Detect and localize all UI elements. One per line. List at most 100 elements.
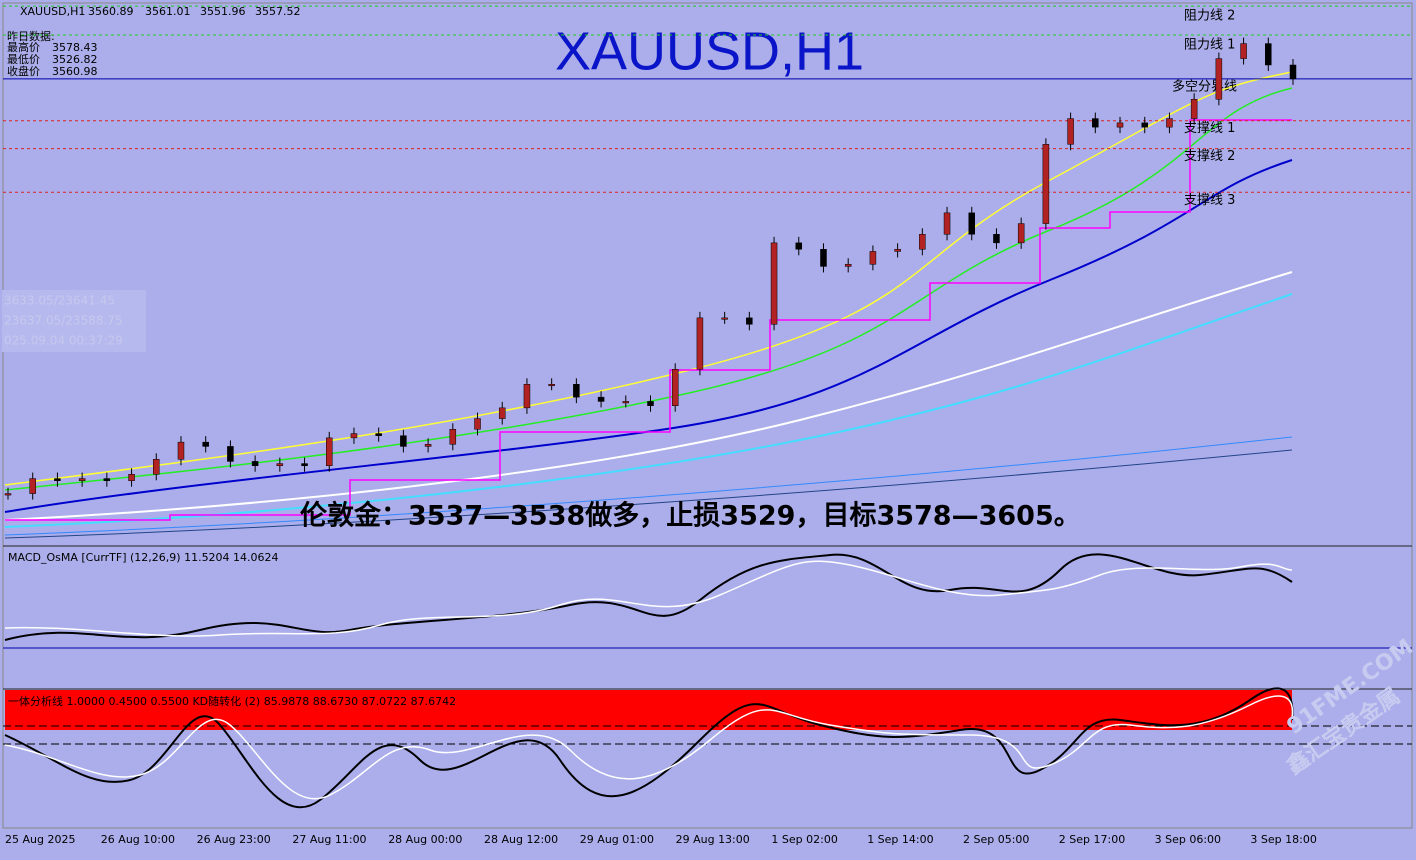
candle	[251, 461, 259, 466]
candle	[1067, 118, 1074, 145]
candle	[1042, 144, 1050, 224]
x-tick-label: 26 Aug 10:00	[101, 833, 175, 846]
candle	[1215, 58, 1223, 100]
moving-average	[4, 87, 1293, 491]
ohlc: 3557.52	[255, 5, 301, 18]
moving-average	[4, 159, 1293, 513]
candle	[1017, 223, 1025, 244]
crosshair-text: 025.09.04 00:37:29	[4, 334, 123, 348]
crosshair-text: 23637.05/23588.75	[4, 314, 123, 328]
crosshair-box	[2, 290, 146, 352]
level-label: 支撑线 1	[1184, 121, 1235, 136]
kd-signal	[4, 695, 1294, 800]
candle	[844, 264, 852, 267]
x-tick-label: 28 Aug 00:00	[388, 833, 462, 846]
candle	[696, 317, 704, 370]
candle	[375, 433, 382, 436]
candle	[1265, 43, 1272, 66]
symbol: XAUUSD,H1	[20, 5, 85, 18]
candle	[1190, 99, 1198, 119]
candle	[968, 212, 975, 235]
candle	[153, 459, 160, 475]
moving-average	[4, 271, 1293, 521]
candle	[1116, 122, 1124, 128]
candle	[29, 478, 36, 494]
moving-average	[4, 71, 1293, 486]
candle	[400, 435, 407, 447]
candle	[1166, 118, 1173, 128]
x-tick-label: 2 Sep 05:00	[963, 833, 1029, 846]
trend-line	[5, 119, 1292, 521]
candle	[1141, 122, 1148, 128]
candle	[795, 242, 803, 250]
candle	[993, 234, 1000, 244]
moving-average	[4, 293, 1293, 528]
candle	[128, 474, 135, 481]
candle	[869, 251, 877, 265]
crosshair-text: 3633.05/23641.45	[4, 294, 115, 308]
kd-header: 一体分析线 1.0000 0.4500 0.5500 KD随转化 (2) 85.…	[8, 694, 456, 708]
candle	[498, 407, 506, 419]
prev-value: 3560.98	[52, 65, 98, 78]
x-tick-label: 28 Aug 12:00	[484, 833, 558, 846]
candle	[326, 437, 333, 466]
candle	[227, 446, 234, 462]
candle	[573, 384, 580, 398]
candle	[474, 418, 481, 430]
level-label: 阻力线 2	[1184, 9, 1235, 24]
x-tick-label: 3 Sep 06:00	[1155, 833, 1221, 846]
x-tick-label: 27 Aug 11:00	[292, 833, 366, 846]
x-tick-label: 1 Sep 02:00	[771, 833, 837, 846]
candle	[1240, 43, 1247, 59]
candle	[746, 317, 753, 325]
prev-label: 收盘价	[7, 64, 40, 78]
chart-title: XAUUSD,H1	[555, 21, 864, 81]
x-tick-label: 3 Sep 18:00	[1250, 833, 1316, 846]
ohlc: 3561.01	[145, 5, 191, 18]
candle	[943, 212, 951, 235]
x-tick-label: 29 Aug 01:00	[580, 833, 654, 846]
level-label: 支撑线 3	[1184, 193, 1235, 208]
candle	[424, 444, 432, 447]
macd-line	[4, 553, 1293, 641]
candle	[1092, 118, 1099, 128]
x-tick-label: 25 Aug 2025	[5, 833, 75, 846]
x-tick-label: 2 Sep 17:00	[1059, 833, 1125, 846]
candle	[597, 396, 605, 402]
frame	[2, 2, 1413, 829]
candle	[54, 478, 61, 481]
candle	[770, 242, 778, 325]
x-tick-label: 29 Aug 13:00	[676, 833, 750, 846]
candle	[276, 463, 284, 466]
candle	[78, 478, 86, 481]
ohlc: 3560.89	[88, 5, 134, 18]
candle	[1289, 64, 1297, 80]
level-label: 阻力线 1	[1184, 38, 1235, 53]
candle	[202, 441, 209, 447]
candle	[449, 429, 457, 445]
candle	[647, 401, 654, 406]
candle	[721, 317, 728, 320]
annotation: 伦敦金：3537—3538做多，止损3529，目标3578—3605。	[300, 500, 1081, 532]
candle	[671, 369, 679, 406]
x-tick-label: 1 Sep 14:00	[867, 833, 933, 846]
macd-header: MACD_OsMA [CurrTF] (12,26,9) 11.5204 14.…	[8, 551, 279, 564]
prev-label: 最低价	[7, 53, 40, 66]
candle	[4, 493, 12, 496]
candle	[622, 401, 630, 404]
x-tick-label: 26 Aug 23:00	[197, 833, 271, 846]
prev-value: 3578.43	[52, 41, 98, 54]
candle	[548, 384, 555, 387]
candle	[301, 463, 308, 466]
candle	[820, 249, 827, 267]
moving-average	[4, 449, 1293, 539]
candle	[523, 384, 531, 409]
prev-heading: 昨日数据:	[7, 29, 55, 43]
moving-average	[4, 436, 1293, 536]
prev-value: 3526.82	[52, 53, 98, 66]
candle	[350, 433, 358, 439]
level-label: 支撑线 2	[1184, 149, 1235, 164]
ohlc: 3551.96	[200, 5, 246, 18]
